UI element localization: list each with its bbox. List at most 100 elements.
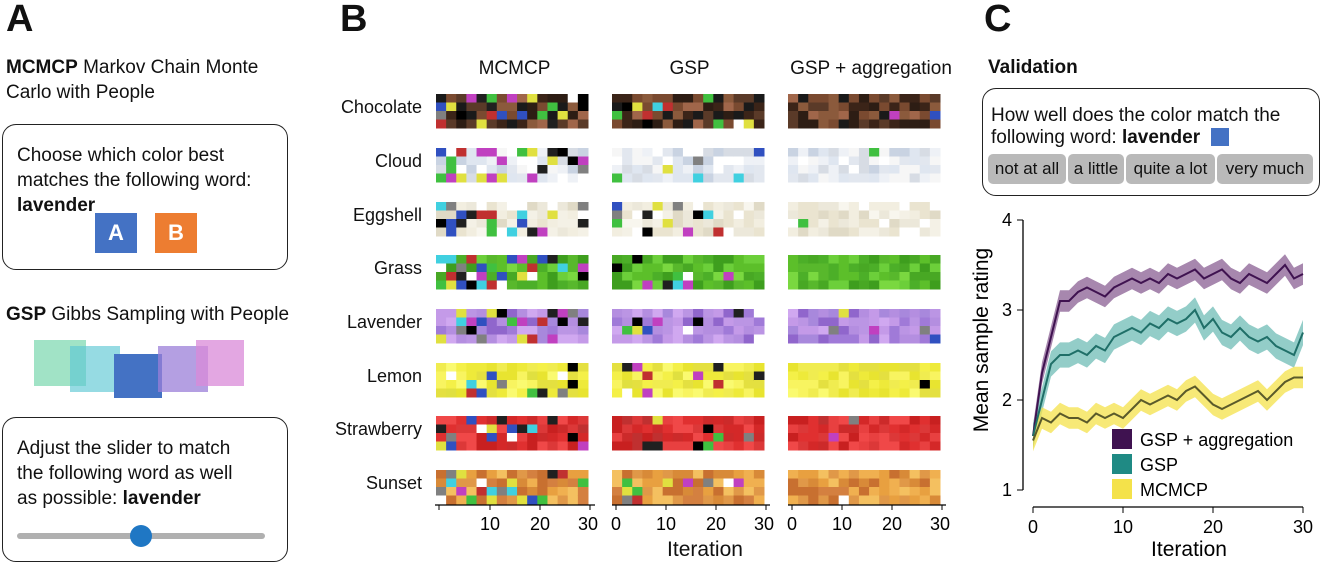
response-not-at-all-button[interactable]: not at all [988, 154, 1066, 184]
sample-cell [682, 380, 694, 389]
sample-cell [703, 111, 714, 120]
sample-cell [527, 424, 538, 434]
sample-cell [557, 371, 569, 381]
sample-cell [743, 227, 755, 237]
gsp-prompt-3: as possible: [17, 488, 118, 509]
sample-cell [693, 380, 704, 389]
sample-cell [723, 487, 735, 496]
sample-cell [723, 363, 735, 372]
response-a-little-button[interactable]: a little [1068, 154, 1124, 184]
sample-cell [889, 210, 900, 220]
sample-cell [828, 363, 840, 372]
sample-cell [682, 165, 694, 174]
sample-cell [622, 219, 633, 228]
sample-cell [632, 380, 643, 389]
sample-cell [672, 441, 684, 451]
sample-cell [527, 487, 538, 496]
sample-cell [557, 263, 569, 273]
sample-cell [703, 165, 714, 174]
sample-cell [798, 317, 809, 327]
sample-cell [446, 210, 457, 220]
sample-cell [476, 416, 488, 425]
sample-cell [506, 148, 518, 157]
sample-cell [642, 433, 654, 442]
sample-cell [506, 433, 518, 442]
sample-cell [869, 102, 880, 112]
sample-cell [436, 202, 447, 211]
sample-cell [703, 363, 714, 372]
sample-cell [622, 173, 633, 183]
sample-cell [808, 219, 819, 228]
sample-cell [889, 478, 900, 488]
sample-cell [652, 433, 664, 442]
sample-cell [899, 227, 911, 237]
sample-cell [723, 280, 735, 290]
sample-cell [858, 173, 870, 183]
sample-cell [436, 441, 447, 451]
sample-cell [919, 424, 931, 434]
slider-thumb[interactable] [130, 525, 152, 547]
sample-cell [703, 388, 714, 398]
sample-cell [909, 470, 921, 479]
sample-cell [577, 219, 589, 228]
sample-cell [818, 326, 830, 335]
choice-a-button[interactable]: A [95, 213, 137, 253]
sample-cell [446, 148, 457, 157]
sample-cell [476, 433, 488, 442]
sample-cell [798, 478, 809, 488]
sample-cell [788, 148, 799, 157]
slider-track[interactable] [17, 525, 265, 547]
sample-cell [798, 202, 809, 211]
sample-cell [858, 424, 870, 434]
sample-cell [486, 433, 498, 442]
sample-cell [682, 111, 694, 120]
sample-cell [436, 165, 447, 174]
sample-cell [486, 119, 498, 129]
sample-cell [919, 255, 931, 264]
sample-cell [496, 309, 508, 318]
sample-cell [889, 111, 900, 120]
sample-cell [537, 317, 548, 327]
sample-cell [496, 173, 508, 183]
sample-cell [642, 227, 654, 237]
response-very-much-button[interactable]: very much [1217, 154, 1313, 184]
sample-cell [753, 102, 765, 112]
sample-cell [567, 102, 579, 112]
sample-cell [612, 470, 623, 479]
sample-cell [557, 210, 569, 220]
response-quite-a-lot-button[interactable]: quite a lot [1126, 154, 1215, 184]
sample-cell [577, 380, 589, 389]
sample-cell [537, 255, 548, 264]
sample-cell [652, 219, 664, 228]
sample-cell [909, 495, 921, 505]
sample-cell [682, 210, 694, 220]
choice-b-button[interactable]: B [155, 213, 197, 253]
sample-cell [682, 173, 694, 183]
sample-cell [547, 371, 559, 381]
sample-cell [466, 263, 478, 273]
sample-cell [919, 380, 931, 389]
sample-cell [858, 263, 870, 273]
sample-cell [506, 280, 518, 290]
sample-cell [672, 326, 684, 335]
sample-cell [527, 309, 538, 318]
sample-cell [818, 487, 830, 496]
sample-cell [818, 424, 830, 434]
gsp-description: GSP Gibbs Sampling with People [6, 302, 326, 327]
sample-cell [466, 227, 478, 237]
sample-cell [889, 495, 900, 505]
sample-cell [889, 380, 900, 389]
sample-cell [838, 334, 850, 344]
sample-cell [547, 102, 559, 112]
sample-cell [838, 416, 850, 425]
sample-cell [456, 165, 467, 174]
sample-cell [557, 478, 569, 488]
sample-cell [848, 478, 860, 488]
sample-cell [612, 424, 623, 434]
sample-cell [929, 441, 941, 451]
sample-cell [788, 94, 799, 103]
sample-cell [506, 478, 518, 488]
sample-cell [808, 255, 819, 264]
sample-cell [466, 165, 478, 174]
sample-cell [858, 371, 870, 381]
